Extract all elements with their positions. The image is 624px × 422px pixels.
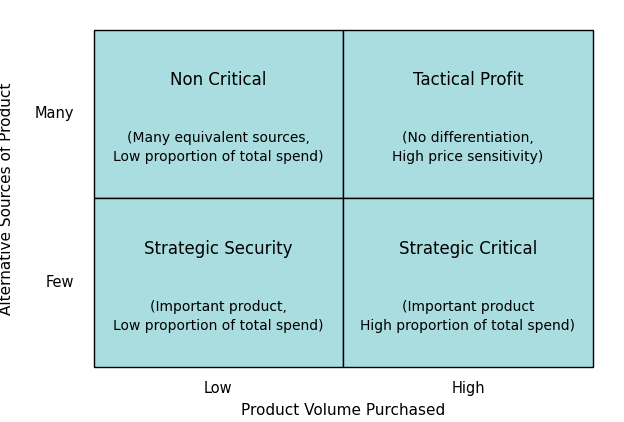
Text: (No differentiation,
High price sensitivity): (No differentiation, High price sensitiv… (392, 131, 544, 165)
Text: High: High (451, 381, 485, 396)
Bar (343, 198, 593, 367)
Text: Low: Low (204, 381, 233, 396)
Text: (Important product,
Low proportion of total spend): (Important product, Low proportion of to… (113, 300, 324, 333)
Bar (94, 30, 343, 198)
Text: Few: Few (45, 275, 74, 290)
Text: (Many equivalent sources,
Low proportion of total spend): (Many equivalent sources, Low proportion… (113, 131, 324, 165)
Text: (Important product
High proportion of total spend): (Important product High proportion of to… (361, 300, 575, 333)
Text: Many: Many (34, 106, 74, 122)
Text: Alternative Sources of Product: Alternative Sources of Product (0, 82, 14, 314)
Text: Non Critical: Non Critical (170, 71, 266, 89)
Bar (343, 30, 593, 198)
Text: Product Volume Purchased: Product Volume Purchased (241, 403, 446, 418)
Text: Tactical Profit: Tactical Profit (412, 71, 524, 89)
Bar (94, 198, 343, 367)
Text: Strategic Critical: Strategic Critical (399, 240, 537, 258)
Text: Strategic Security: Strategic Security (144, 240, 293, 258)
